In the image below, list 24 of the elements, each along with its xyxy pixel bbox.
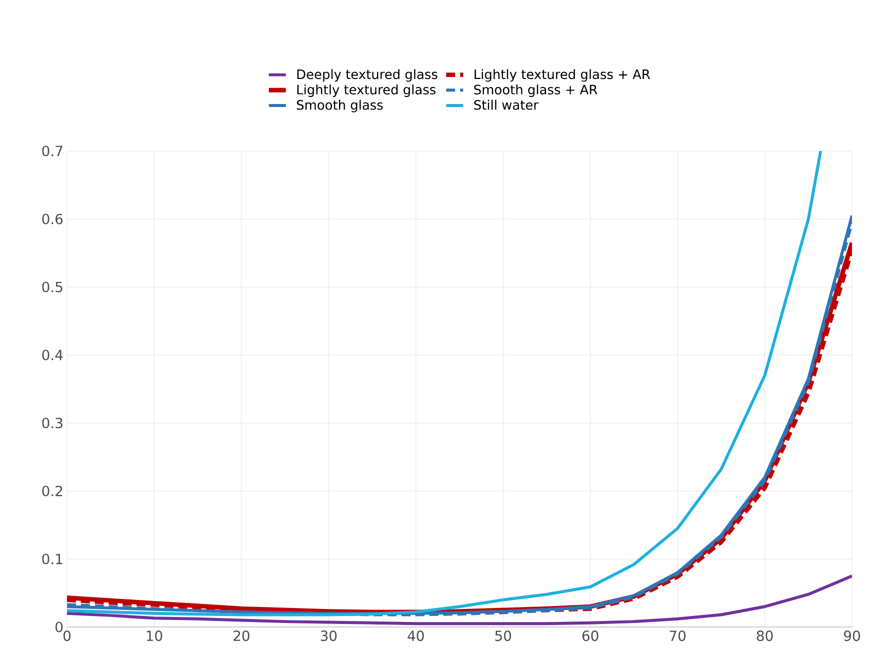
y-tick-label: 0.7 [42,146,62,156]
y-tick-label: 0.1 [42,554,62,564]
legend-label: Lightly textured glass + AR [474,69,650,82]
x-tick-label: 50 [495,630,512,642]
x-tick-label: 80 [756,630,773,642]
x-tick-label: 40 [408,630,424,642]
y-tick-label: 0.3 [42,418,62,428]
legend-label: Deeply textured glass [297,69,438,82]
x-tick-label: 60 [582,630,598,642]
x-tick-label: 20 [234,630,250,642]
legend-label: Still water [474,100,538,110]
y-tick-label: 0.6 [42,214,63,224]
x-tick-label: 90 [844,630,860,642]
x-tick-label: 30 [320,630,337,642]
legend-label: Lightly textured glass [297,84,436,97]
y-tick-label: 0.5 [42,282,62,292]
y-tick-label: 0.2 [42,486,62,496]
x-tick-label: 70 [670,630,686,642]
x-tick-label: 10 [146,630,162,642]
y-tick-label: 0.4 [42,350,63,360]
y-tick-label: 0 [56,622,63,632]
legend-label: Smooth glass + AR [474,84,598,97]
x-tick-label: 0 [63,630,71,642]
legend-label: Smooth glass [296,100,383,112]
